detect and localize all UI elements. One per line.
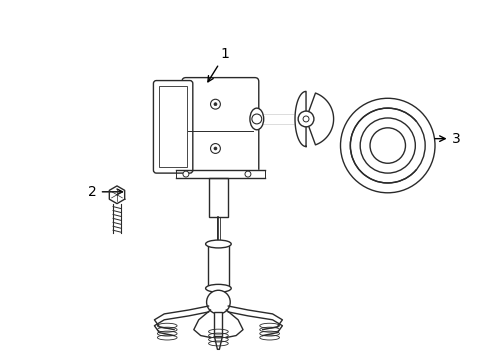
- Polygon shape: [228, 306, 282, 336]
- Ellipse shape: [205, 240, 231, 248]
- Circle shape: [244, 171, 250, 177]
- Circle shape: [303, 116, 308, 122]
- Polygon shape: [256, 115, 304, 123]
- Ellipse shape: [249, 108, 263, 130]
- Text: 2: 2: [88, 185, 122, 199]
- Text: 3: 3: [434, 132, 460, 146]
- Bar: [207, 244, 229, 288]
- FancyBboxPatch shape: [153, 81, 192, 173]
- Polygon shape: [176, 170, 264, 180]
- Circle shape: [298, 111, 313, 127]
- Text: 1: 1: [207, 47, 229, 82]
- Circle shape: [214, 147, 217, 150]
- Bar: [208, 178, 228, 217]
- Polygon shape: [109, 186, 124, 204]
- Polygon shape: [305, 93, 333, 145]
- Polygon shape: [214, 337, 222, 349]
- Polygon shape: [294, 91, 305, 147]
- Circle shape: [210, 99, 220, 109]
- Bar: [214, 312, 222, 337]
- Polygon shape: [154, 306, 208, 336]
- Circle shape: [210, 144, 220, 153]
- Circle shape: [183, 171, 188, 177]
- Circle shape: [251, 114, 261, 124]
- FancyBboxPatch shape: [182, 78, 258, 174]
- Bar: [159, 86, 186, 167]
- Circle shape: [214, 103, 217, 106]
- Circle shape: [206, 290, 230, 314]
- Ellipse shape: [205, 284, 231, 292]
